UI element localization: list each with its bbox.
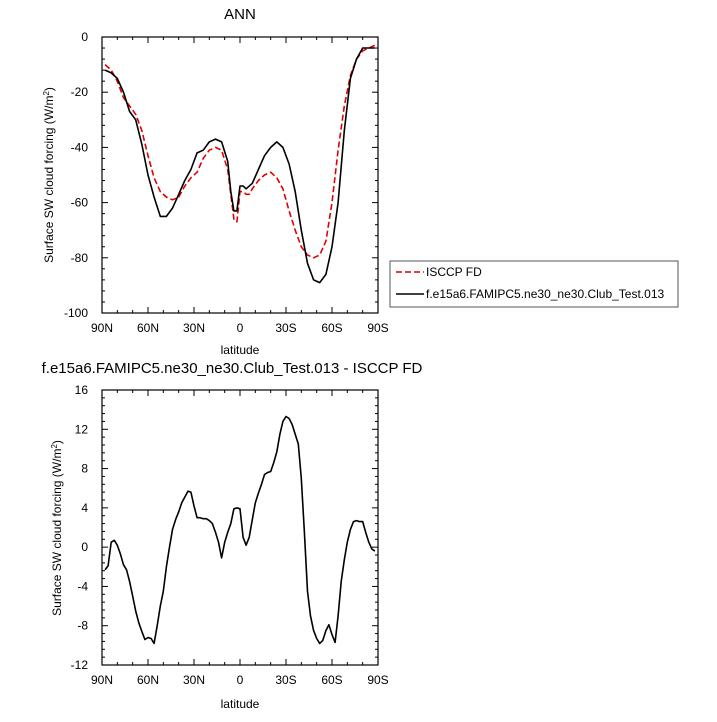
x-tick-label: 90N [91, 321, 113, 335]
y-tick-label: 12 [75, 422, 89, 436]
y-tick-label: -4 [77, 579, 88, 593]
x-axis-label: latitude [221, 343, 260, 357]
x-tick-label: 60N [137, 673, 159, 687]
y-tick-label: 8 [81, 462, 88, 476]
y-axis-label-suffix: ) [42, 87, 56, 91]
x-tick-label: 30N [183, 321, 205, 335]
x-tick-label: 0 [237, 673, 244, 687]
y-tick-label: -60 [71, 196, 89, 210]
chart-ann: ANN Surface SW cloud forcing (W/m2) lati… [42, 6, 679, 357]
axis-tick-labels: 90N 60N 30N 0 30S 60S 90S 0 -20 -40 -60 -80 -100 [64, 30, 389, 335]
legend: ISCCP FD f.e15a6.FAMIPC5.ne30_ne30.Club_… [389, 260, 679, 308]
axis-tick-labels: 90N 60N 30N 0 30S 60S 90S 16 12 8 4 0 -4 -8 -12 [71, 383, 389, 687]
y-tick-label: 16 [75, 383, 89, 397]
x-tick-label: 90S [367, 673, 388, 687]
x-tick-label: 60N [137, 321, 159, 335]
x-tick-label: 90S [367, 321, 388, 335]
x-tick-label: 60S [321, 321, 342, 335]
y-tick-label: -8 [77, 619, 88, 633]
y-axis-label-superscript: 2 [42, 91, 51, 96]
data-lines [104, 415, 376, 645]
chart-title: ANN [224, 6, 256, 23]
x-tick-label: 0 [237, 321, 244, 335]
y-axis-label-suffix: ) [50, 440, 64, 444]
plot-frame [101, 36, 379, 314]
series-line-2 [104, 47, 375, 284]
x-tick-label: 30S [275, 321, 296, 335]
y-tick-label: -12 [71, 658, 89, 672]
y-tick-label: -100 [64, 306, 88, 320]
plot-frame [101, 389, 379, 666]
x-tick-label: 30S [275, 673, 296, 687]
x-tick-label: 30N [183, 673, 205, 687]
chart-title: f.e15a6.FAMIPC5.ne30_ne30.Club_Test.013 … [42, 360, 423, 377]
y-axis-label-text: Surface SW cloud forcing (W/m [50, 449, 64, 616]
chart-difference: f.e15a6.FAMIPC5.ne30_ne30.Club_Test.013 … [42, 360, 423, 711]
data-lines [104, 44, 376, 284]
y-tick-label: 4 [81, 501, 88, 515]
y-axis-label: Surface SW cloud forcing (W/m2) [42, 87, 57, 263]
x-tick-label: 90N [91, 673, 113, 687]
y-tick-label: 0 [81, 30, 88, 44]
y-axis-label-superscript: 2 [50, 444, 59, 449]
y-axis-label: Surface SW cloud forcing (W/m2) [50, 440, 65, 616]
x-tick-label: 60S [321, 673, 342, 687]
svg-text:Surface SW cloud forcing (W/m2: Surface SW cloud forcing (W/m2) [42, 87, 57, 263]
axis-ticks [101, 36, 379, 314]
y-tick-label: -80 [71, 251, 89, 265]
legend-label-model: f.e15a6.FAMIPC5.ne30_ne30.Club_Test.013 [426, 287, 664, 301]
y-tick-label: -20 [71, 85, 89, 99]
svg-text:Surface SW cloud forcing (W/m2: Surface SW cloud forcing (W/m2) [50, 440, 65, 616]
y-tick-label: 0 [81, 540, 88, 554]
series-line-1 [104, 415, 376, 645]
x-axis-label: latitude [221, 697, 260, 711]
y-tick-label: -40 [71, 140, 89, 154]
y-axis-label-text: Surface SW cloud forcing (W/m [42, 96, 56, 263]
legend-label-isccp: ISCCP FD [426, 265, 482, 279]
legend-box [389, 260, 679, 308]
